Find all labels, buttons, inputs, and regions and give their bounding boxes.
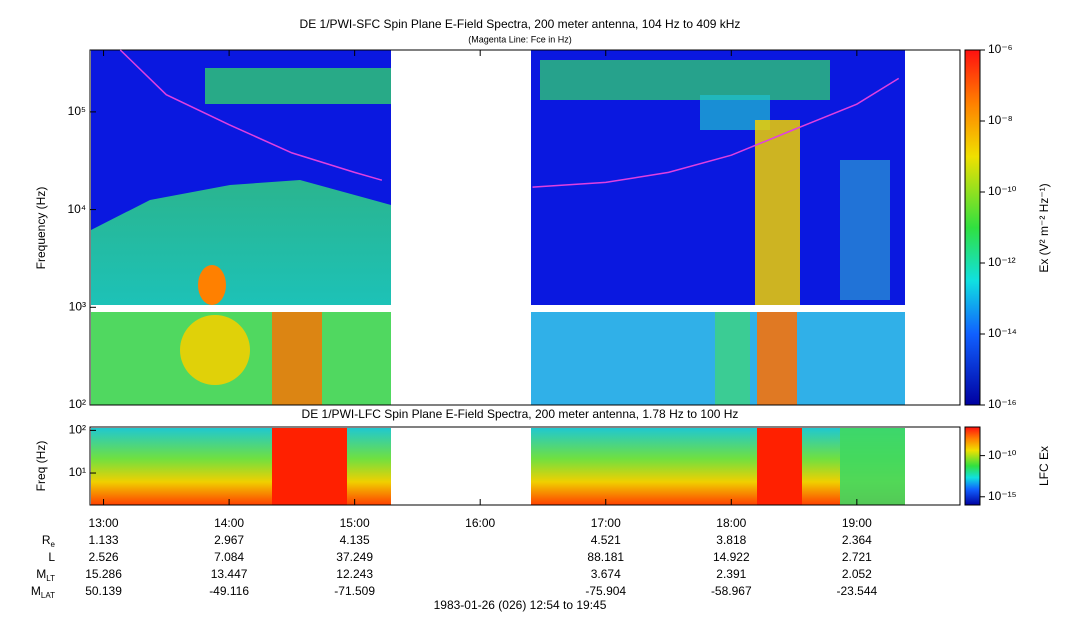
colorbar-tick-label: 10⁻⁸ bbox=[988, 113, 1013, 127]
ephemeris-label-main: M bbox=[31, 584, 41, 598]
ephemeris-label: MLAT bbox=[31, 584, 55, 600]
panel-frame bbox=[89, 49, 961, 406]
x-tick-label: 19:00 bbox=[842, 516, 872, 530]
y-axis-label: Frequency (Hz) bbox=[34, 187, 48, 270]
data-gap bbox=[391, 428, 531, 504]
ephemeris-value: 12.243 bbox=[336, 567, 373, 581]
colorbar-tick-label: 10⁻⁶ bbox=[988, 42, 1013, 56]
ephemeris-value: 2.526 bbox=[89, 550, 119, 564]
ephemeris-label-main: L bbox=[48, 550, 55, 564]
ephemeris-value: 1.133 bbox=[89, 533, 119, 547]
ephemeris-value: 2.967 bbox=[214, 533, 244, 547]
y-tick-label: 10⁵ bbox=[68, 104, 86, 118]
y-tick-label: 10¹ bbox=[69, 465, 86, 479]
colorbar-label: Ex (V² m⁻² Hz⁻¹) bbox=[1037, 183, 1051, 272]
chart-subtitle: (Magenta Line: Fce in Hz) bbox=[468, 34, 572, 44]
x-tick-label: 17:00 bbox=[591, 516, 621, 530]
ephemeris-value: 2.364 bbox=[842, 533, 872, 547]
spectrogram-image bbox=[91, 50, 905, 505]
ephemeris-value: 3.674 bbox=[591, 567, 621, 581]
y-tick-label: 10² bbox=[69, 397, 86, 411]
fce-line bbox=[119, 49, 900, 188]
ephemeris-value: 37.249 bbox=[336, 550, 373, 564]
x-tick-label: 15:00 bbox=[340, 516, 370, 530]
colorbar-tick-label: 10⁻¹⁰ bbox=[988, 448, 1017, 462]
x-tick-label: 18:00 bbox=[716, 516, 746, 530]
x-tick-label: 13:00 bbox=[89, 516, 119, 530]
panel-frame bbox=[89, 426, 961, 506]
colorbar bbox=[964, 426, 981, 506]
colorbar-tick-label: 10⁻¹² bbox=[988, 255, 1016, 269]
ephemeris-label-sub: LAT bbox=[41, 591, 55, 600]
y-axis-label: Freq (Hz) bbox=[34, 441, 48, 492]
ephemeris-value: 50.139 bbox=[85, 584, 122, 598]
ephemeris-value: 4.135 bbox=[340, 533, 370, 547]
ephemeris-label-sub: LT bbox=[46, 574, 55, 583]
ephemeris-value: -23.544 bbox=[836, 584, 877, 598]
x-tick-label: 14:00 bbox=[214, 516, 244, 530]
ephemeris-label: L bbox=[48, 550, 55, 564]
colorbar-tick-label: 10⁻¹⁰ bbox=[988, 184, 1017, 198]
ephemeris-label-main: M bbox=[36, 567, 46, 581]
data-gap bbox=[391, 51, 531, 404]
colorbar-tick-label: 10⁻¹⁶ bbox=[988, 397, 1017, 411]
ephemeris-value: -58.967 bbox=[711, 584, 752, 598]
footer: 1983-01-26 (026) 12:54 to 19:45 bbox=[434, 598, 607, 612]
ephemeris-value: 2.721 bbox=[842, 550, 872, 564]
data-gap bbox=[905, 428, 959, 504]
chart-title: DE 1/PWI-SFC Spin Plane E-Field Spectra,… bbox=[300, 17, 741, 31]
ephemeris-value: -71.509 bbox=[334, 584, 375, 598]
colorbar-tick-label: 10⁻¹⁴ bbox=[988, 326, 1017, 340]
ephemeris-value: -75.904 bbox=[585, 584, 626, 598]
ephemeris-value: 88.181 bbox=[587, 550, 624, 564]
ephemeris-value: 13.447 bbox=[211, 567, 248, 581]
ephemeris-value: 14.922 bbox=[713, 550, 750, 564]
ephemeris-value: 2.391 bbox=[716, 567, 746, 581]
ephemeris-value: 4.521 bbox=[591, 533, 621, 547]
chart-title: DE 1/PWI-LFC Spin Plane E-Field Spectra,… bbox=[302, 407, 739, 421]
data-gap bbox=[905, 51, 959, 404]
ephemeris-label-sub: e bbox=[51, 540, 56, 549]
ephemeris-value: -49.116 bbox=[209, 584, 249, 598]
y-tick-label: 10⁴ bbox=[67, 202, 86, 216]
ephemeris-value: 15.286 bbox=[85, 567, 122, 581]
ephemeris-value: 2.052 bbox=[842, 567, 872, 581]
ephemeris-label: MLT bbox=[36, 567, 55, 583]
ephemeris-label-main: R bbox=[42, 533, 51, 547]
colorbar bbox=[964, 49, 981, 406]
y-tick-label: 10³ bbox=[69, 299, 86, 313]
x-tick-label: 16:00 bbox=[465, 516, 495, 530]
ephemeris-value: 3.818 bbox=[716, 533, 746, 547]
colorbar-label: LFC Ex bbox=[1037, 446, 1051, 486]
ephemeris-label: Re bbox=[42, 533, 56, 549]
colorbar-tick-label: 10⁻¹⁵ bbox=[988, 489, 1017, 503]
data-gap bbox=[91, 305, 905, 312]
ephemeris-value: 7.084 bbox=[214, 550, 244, 564]
y-tick-label: 10² bbox=[69, 423, 86, 437]
